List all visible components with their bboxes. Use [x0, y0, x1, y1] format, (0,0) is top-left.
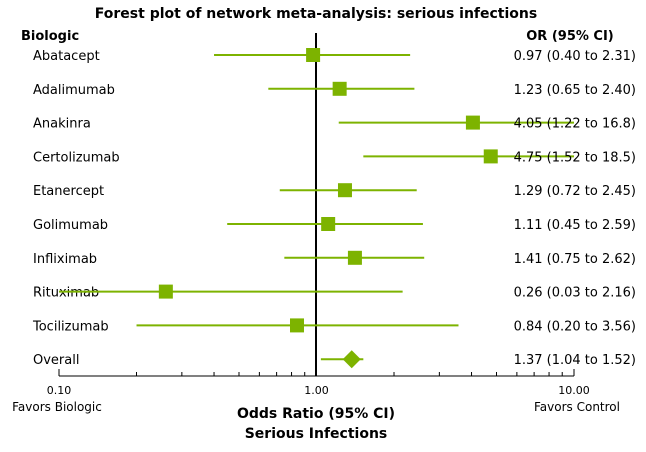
forest-row: Infliximab 1.41 (0.75 to 2.62)	[33, 250, 636, 267]
row-label: Etanercept	[33, 184, 104, 199]
x-tick-label: 0.10	[47, 384, 72, 397]
x-tick-label: 10.00	[558, 384, 590, 397]
point-estimate-square	[332, 81, 347, 96]
x-axis-ticks: 0.10 1.00 10.00	[47, 369, 590, 397]
column-header-biologic: Biologic	[21, 29, 79, 44]
forest-row: Anakinra 4.05 (1.22 to 16.8)	[33, 115, 636, 132]
row-label: Adalimumab	[33, 83, 115, 98]
row-label: Abatacept	[33, 49, 100, 64]
x-axis-title: Odds Ratio (95% CI)	[237, 406, 395, 422]
row-or-ci-text: 0.26 (0.03 to 2.16)	[514, 286, 636, 301]
chart-title: Forest plot of network meta-analysis: se…	[95, 6, 537, 22]
row-or-ci-text: 1.29 (0.72 to 2.45)	[514, 184, 636, 199]
row-or-ci-text: 0.84 (0.20 to 3.56)	[514, 319, 636, 334]
row-label: Anakinra	[33, 117, 91, 132]
row-or-ci-text: 1.23 (0.65 to 2.40)	[514, 83, 636, 98]
row-label: Infliximab	[33, 252, 97, 267]
row-or-ci-text: 4.05 (1.22 to 16.8)	[514, 117, 636, 132]
point-estimate-square	[483, 149, 498, 164]
x-tick-label: 1.00	[304, 384, 329, 397]
point-estimate-square	[465, 115, 480, 130]
point-estimate-square	[158, 284, 173, 299]
point-estimate-diamond	[342, 350, 361, 369]
forest-row: Certolizumab 4.75 (1.52 to 18.5)	[33, 149, 636, 165]
forest-row: Etanercept 1.29 (0.72 to 2.45)	[33, 183, 636, 199]
favors-right-label: Favors Control	[534, 400, 620, 414]
forest-row: Adalimumab 1.23 (0.65 to 2.40)	[33, 81, 636, 98]
row-label: Certolizumab	[33, 150, 120, 165]
row-or-ci-text: 1.41 (0.75 to 2.62)	[514, 252, 636, 267]
row-label: Rituximab	[33, 286, 99, 301]
point-estimate-square	[290, 318, 305, 333]
point-estimate-square	[306, 48, 321, 62]
point-estimate-square	[321, 217, 336, 231]
forest-row: Tocilizumab 0.84 (0.20 to 3.56)	[32, 318, 636, 334]
row-or-ci-text: 4.75 (1.52 to 18.5)	[514, 150, 636, 165]
favors-left-label: Favors Biologic	[12, 400, 102, 414]
forest-row: Rituximab 0.26 (0.03 to 2.16)	[33, 284, 636, 301]
forest-row: Abatacept 0.97 (0.40 to 2.31)	[33, 48, 636, 64]
forest-row: Overall 1.37 (1.04 to 1.52)	[33, 350, 636, 369]
row-label: Golimumab	[33, 218, 108, 233]
row-label: Overall	[33, 353, 79, 368]
column-header-or: OR (95% CI)	[526, 29, 614, 44]
forest-row: Golimumab 1.11 (0.45 to 2.59)	[33, 217, 636, 233]
row-or-ci-text: 0.97 (0.40 to 2.31)	[514, 49, 636, 64]
point-estimate-square	[347, 250, 362, 265]
row-or-ci-text: 1.37 (1.04 to 1.52)	[514, 353, 636, 368]
point-estimate-square	[337, 183, 352, 198]
row-label: Tocilizumab	[32, 319, 109, 334]
forest-rows: Abatacept 0.97 (0.40 to 2.31) Adalimumab 1.…	[32, 48, 636, 369]
x-axis-subtitle: Serious Infections	[245, 426, 388, 442]
row-or-ci-text: 1.11 (0.45 to 2.59)	[514, 218, 636, 233]
